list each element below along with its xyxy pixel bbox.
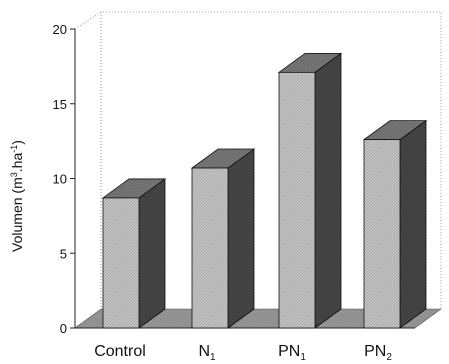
- bar-front: [278, 71, 316, 329]
- x-tick-label: Control: [94, 343, 146, 360]
- y-axis: 0 5 10 15 20: [53, 22, 415, 336]
- bar-side: [314, 52, 342, 329]
- x-tick-label: PN2: [364, 343, 392, 363]
- y-tick-label: 0: [60, 321, 67, 336]
- bar-side: [227, 148, 255, 329]
- bar-front: [191, 167, 229, 329]
- bar-front: [363, 139, 401, 329]
- bar: [190, 148, 256, 329]
- y-tick-label: 10: [53, 172, 67, 187]
- plot-walls: [74, 11, 442, 309]
- bar: [101, 178, 167, 329]
- back-wall-outline: [74, 11, 442, 309]
- bar: [362, 119, 428, 329]
- y-tick-label: 20: [53, 22, 67, 37]
- y-axis-label: Volumen (m3.ha-1): [9, 140, 25, 252]
- bar-side: [399, 119, 427, 329]
- x-tick-label: N1: [198, 343, 216, 363]
- x-axis-labels: Control N1 PN1 PN2: [94, 343, 392, 363]
- y-tick-label: 15: [53, 97, 67, 112]
- bar-side: [138, 178, 166, 329]
- bar: [277, 52, 343, 329]
- bar-front: [102, 197, 140, 329]
- bars: [101, 52, 428, 329]
- y-tick-label: 5: [60, 246, 67, 261]
- x-tick-label: PN1: [278, 343, 306, 363]
